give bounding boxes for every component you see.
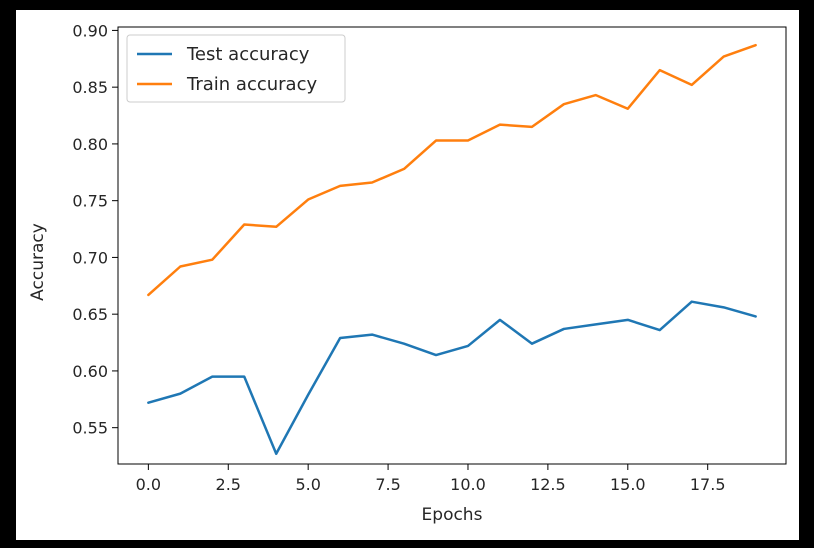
y-tick-label: 0.90 [72, 21, 108, 40]
y-tick-label: 0.60 [72, 362, 108, 381]
series-line-train-accuracy [147, 43, 757, 297]
y-tick-label: 0.80 [72, 135, 108, 154]
y-axis-label: Accuracy [28, 223, 48, 301]
plot-area-frame [117, 26, 787, 465]
legend-box [126, 34, 346, 103]
y-tick-label: 0.65 [72, 305, 108, 324]
legend-label-test-accuracy: Test accuracy [186, 44, 310, 65]
x-tick-label: 7.5 [375, 475, 400, 494]
legend-label-train-accuracy: Train accuracy [186, 74, 317, 95]
x-tick-label: 12.5 [530, 475, 566, 494]
series-line-test-accuracy [147, 300, 757, 456]
x-axis-ticks: 0.0 2.5 5.0 7.5 10.0 12.5 15.0 17.5 [136, 464, 726, 494]
legend: Test accuracy Train accuracy [126, 34, 346, 103]
x-tick-label: 10.0 [450, 475, 486, 494]
series-layer [147, 43, 757, 456]
y-tick-label: 0.85 [72, 78, 108, 97]
chart-figure: 0.0 2.5 5.0 7.5 10.0 12.5 15.0 17.5 0.55 0.60 0.6… [16, 10, 799, 540]
x-axis-label: Epochs [422, 505, 483, 525]
x-tick-label: 15.0 [610, 475, 646, 494]
y-tick-label: 0.55 [72, 419, 108, 438]
x-tick-label: 17.5 [690, 475, 726, 494]
x-tick-label: 2.5 [216, 475, 241, 494]
x-tick-label: 0.0 [136, 475, 161, 494]
x-tick-label: 5.0 [295, 475, 320, 494]
y-tick-label: 0.75 [72, 192, 108, 211]
y-axis-ticks: 0.55 0.60 0.65 0.70 0.75 0.80 0.85 0.90 [72, 21, 118, 438]
y-tick-label: 0.70 [72, 248, 108, 267]
line-chart: 0.0 2.5 5.0 7.5 10.0 12.5 15.0 17.5 0.55 0.60 0.6… [28, 21, 787, 525]
